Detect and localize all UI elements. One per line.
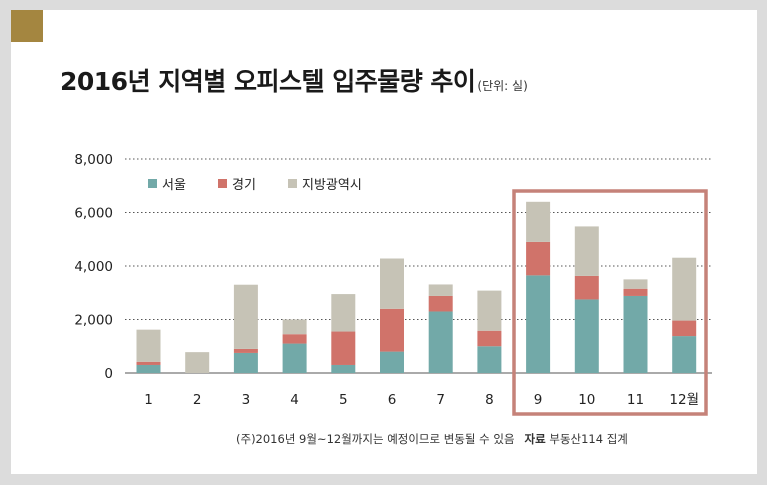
- x-tick-label: 11: [627, 392, 644, 408]
- x-tick-label: 5: [339, 392, 348, 408]
- y-tick-label: 0: [104, 366, 113, 382]
- bar-segment: [282, 334, 307, 344]
- bar-segment: [574, 275, 599, 300]
- bar-segment: [672, 336, 697, 373]
- x-tick-label: 2: [193, 392, 202, 408]
- legend-swatch: [148, 179, 157, 188]
- bar-segment: [623, 295, 648, 373]
- bar-segment: [233, 348, 258, 353]
- y-tick-label: 8,000: [74, 152, 113, 168]
- bar-segment: [233, 352, 258, 373]
- legend-label: 서울: [162, 178, 186, 193]
- x-tick-label: 8: [485, 392, 494, 408]
- legend-label: 경기: [232, 178, 256, 193]
- bar-segment: [672, 320, 697, 337]
- bar-segment: [477, 290, 502, 331]
- bar-segment: [526, 241, 551, 276]
- x-tick-label: 10: [578, 392, 595, 408]
- bar-segment: [136, 364, 161, 373]
- x-tick-label: 7: [436, 392, 445, 408]
- bar-segment: [428, 295, 453, 312]
- bar-segment: [136, 361, 161, 365]
- bar-segment: [331, 364, 356, 373]
- bar-segment: [672, 257, 697, 321]
- chart-title: 2016년 지역별 오피스텔 입주물량 추이 (단위: 실): [60, 62, 528, 98]
- legend-swatch: [218, 179, 227, 188]
- grid-lines: [125, 158, 712, 374]
- forecast-highlight-box: [512, 189, 708, 416]
- bar-segment: [136, 329, 161, 362]
- y-tick-label: 6,000: [74, 206, 113, 222]
- bar-segment: [428, 284, 453, 296]
- y-tick-label: 2,000: [74, 313, 113, 329]
- bar-segment: [233, 284, 258, 349]
- bars: [136, 201, 697, 373]
- title-text: 2016년 지역별 오피스텔 입주물량 추이: [60, 67, 476, 96]
- y-tick-label: 4,000: [74, 259, 113, 275]
- unit-label: (단위: 실): [477, 79, 528, 93]
- bar-segment: [331, 331, 356, 365]
- bar-segment: [185, 352, 210, 373]
- corner-accent: [11, 10, 43, 42]
- legend-label: 지방광역시: [302, 178, 362, 193]
- x-tick-label: 1: [144, 392, 153, 408]
- y-axis-labels: 8,000 6,000 4,000 2,000 0: [74, 152, 113, 382]
- source-text: 부동산114 집계: [549, 432, 628, 446]
- bar-segment: [282, 319, 307, 335]
- bar-segment: [623, 279, 648, 289]
- footnote-text: (주)2016년 9월~12월까지는 예정이므로 변동될 수 있음: [236, 432, 515, 446]
- x-tick-label: 6: [388, 392, 397, 408]
- x-tick-label: 3: [242, 392, 251, 408]
- x-axis-labels: 1 2 3 4 5 6 7 8 9 10 11 12월: [144, 392, 699, 408]
- bar-segment: [574, 226, 599, 276]
- bar-segment: [282, 343, 307, 373]
- footnote: (주)2016년 9월~12월까지는 예정이므로 변동될 수 있음 자료 부동산1…: [236, 431, 628, 447]
- bar-segment: [380, 351, 404, 373]
- bar-segment: [477, 346, 502, 373]
- bar-segment: [331, 294, 356, 332]
- legend-swatch: [288, 179, 297, 188]
- bar-segment: [526, 201, 551, 242]
- bar-segment: [623, 288, 648, 296]
- bar-segment: [428, 311, 453, 373]
- bar-segment: [380, 258, 404, 309]
- x-tick-label: 4: [290, 392, 299, 408]
- x-tick-label: 9: [534, 392, 543, 408]
- legend: 서울 경기 지방광역시: [148, 178, 362, 193]
- x-tick-label: 12월: [669, 392, 699, 408]
- bar-segment: [380, 308, 404, 352]
- source-label: 자료: [524, 432, 546, 446]
- bar-segment: [477, 330, 502, 347]
- chart-card: [11, 10, 757, 474]
- bar-segment: [526, 275, 551, 373]
- bar-segment: [574, 299, 599, 373]
